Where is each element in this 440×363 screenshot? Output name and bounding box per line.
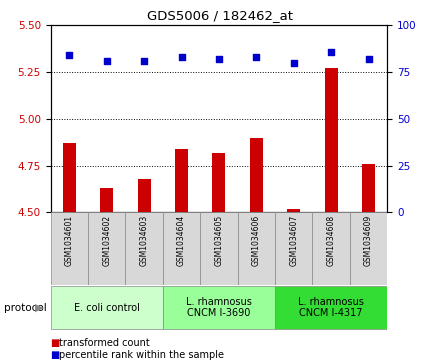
Text: ■: ■ xyxy=(51,338,60,348)
Text: L. rhamnosus
CNCM I-4317: L. rhamnosus CNCM I-4317 xyxy=(298,297,364,318)
Point xyxy=(365,56,372,62)
Text: GDS5006 / 182462_at: GDS5006 / 182462_at xyxy=(147,9,293,22)
Text: GSM1034606: GSM1034606 xyxy=(252,215,261,266)
Bar xyxy=(275,212,312,285)
Bar xyxy=(213,152,225,212)
Bar xyxy=(250,138,263,212)
Bar xyxy=(63,143,76,212)
Point xyxy=(66,52,73,58)
Bar xyxy=(325,68,337,212)
Text: percentile rank within the sample: percentile rank within the sample xyxy=(59,350,224,360)
Text: L. rhamnosus
CNCM I-3690: L. rhamnosus CNCM I-3690 xyxy=(186,297,252,318)
Bar xyxy=(312,212,350,285)
Text: E. coli control: E. coli control xyxy=(74,303,139,313)
Bar xyxy=(287,209,300,212)
Point xyxy=(141,58,148,64)
Text: GSM1034601: GSM1034601 xyxy=(65,215,74,266)
Text: GSM1034607: GSM1034607 xyxy=(289,215,298,266)
Text: GSM1034608: GSM1034608 xyxy=(326,215,336,266)
Point xyxy=(103,58,110,64)
Bar xyxy=(238,212,275,285)
Bar xyxy=(163,212,200,285)
Bar xyxy=(350,212,387,285)
Text: transformed count: transformed count xyxy=(59,338,150,348)
Text: ▶: ▶ xyxy=(34,303,43,313)
Bar xyxy=(51,212,88,285)
Text: protocol: protocol xyxy=(4,303,47,313)
Text: GSM1034603: GSM1034603 xyxy=(139,215,149,266)
Bar xyxy=(275,286,387,330)
Bar xyxy=(100,188,113,212)
Point xyxy=(327,49,335,54)
Point xyxy=(178,54,185,60)
Bar xyxy=(138,179,150,212)
Text: GSM1034604: GSM1034604 xyxy=(177,215,186,266)
Text: GSM1034609: GSM1034609 xyxy=(364,215,373,266)
Bar xyxy=(51,286,163,330)
Point xyxy=(290,60,297,66)
Point xyxy=(253,54,260,60)
Text: ■: ■ xyxy=(51,350,60,360)
Bar xyxy=(362,164,375,212)
Text: GSM1034602: GSM1034602 xyxy=(102,215,111,266)
Bar xyxy=(200,212,238,285)
Text: GSM1034605: GSM1034605 xyxy=(214,215,224,266)
Bar xyxy=(163,286,275,330)
Bar xyxy=(125,212,163,285)
Point xyxy=(216,56,223,62)
Bar xyxy=(175,149,188,212)
Bar xyxy=(88,212,125,285)
